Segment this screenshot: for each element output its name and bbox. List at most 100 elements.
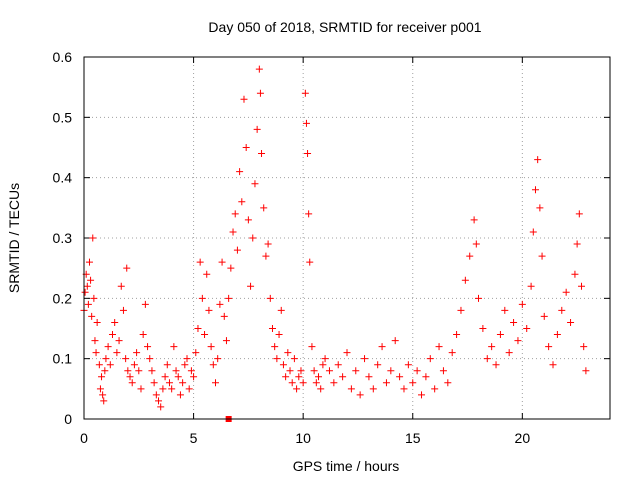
data-point: [122, 355, 130, 363]
data-points: [80, 65, 590, 411]
data-point: [310, 367, 318, 375]
data-point: [553, 331, 561, 339]
data-point: [448, 349, 456, 357]
data-point: [260, 204, 268, 212]
x-tick-label: 20: [515, 430, 531, 446]
data-point: [185, 385, 193, 393]
data-point: [174, 373, 182, 381]
data-point: [126, 373, 134, 381]
data-point: [244, 216, 252, 224]
data-point: [523, 325, 531, 332]
data-point: [100, 397, 108, 405]
data-point: [575, 210, 583, 218]
data-point: [282, 373, 290, 381]
data-point: [128, 379, 136, 387]
data-point: [483, 355, 491, 363]
data-point: [435, 343, 443, 351]
data-point: [205, 306, 213, 314]
data-point: [264, 240, 272, 248]
data-point: [87, 276, 95, 284]
data-point: [229, 228, 237, 236]
data-point: [527, 282, 535, 290]
data-point: [571, 270, 579, 278]
data-point: [212, 379, 219, 387]
data-point: [501, 306, 509, 314]
data-point: [92, 349, 100, 357]
data-point: [181, 361, 189, 369]
data-point: [123, 264, 131, 272]
data-point: [418, 391, 426, 399]
data-point: [578, 282, 586, 290]
x-tick-label: 5: [190, 430, 198, 446]
data-point: [214, 355, 222, 363]
data-point: [161, 373, 169, 381]
data-point: [305, 210, 313, 218]
data-point: [531, 186, 539, 194]
data-point: [170, 343, 178, 351]
data-point: [95, 361, 103, 369]
data-point: [157, 403, 165, 411]
data-point: [139, 331, 147, 339]
data-point: [201, 331, 209, 339]
y-tick-label: 0.6: [53, 49, 73, 65]
data-point: [396, 373, 404, 381]
data-point: [119, 306, 127, 314]
data-point: [308, 343, 316, 351]
data-point: [567, 318, 575, 326]
data-point: [84, 300, 92, 308]
data-point: [339, 373, 347, 381]
y-tick-label: 0.1: [53, 351, 73, 367]
data-point: [130, 361, 138, 369]
data-point: [312, 379, 320, 387]
data-point: [431, 385, 439, 393]
data-point: [198, 294, 206, 302]
tick-marks: [83, 56, 610, 420]
data-point: [470, 216, 478, 224]
data-point: [439, 367, 447, 375]
data-point: [518, 300, 526, 308]
data-point: [284, 349, 292, 357]
data-point: [466, 252, 474, 260]
data-point: [299, 379, 307, 387]
data-point: [196, 258, 204, 266]
data-point: [540, 312, 548, 320]
data-point: [444, 379, 452, 387]
data-point: [83, 282, 91, 290]
data-point: [288, 379, 296, 387]
data-point: [81, 288, 89, 296]
data-point: [233, 246, 241, 254]
tick-labels: 0 0.1 0.2 0.3 0.4 0.5 0.6 0 5 10 15 20: [53, 49, 531, 446]
data-point: [301, 89, 309, 97]
data-point: [148, 367, 156, 375]
data-point: [251, 180, 259, 188]
y-tick-label: 0: [64, 411, 72, 427]
data-point: [104, 343, 112, 351]
data-point: [101, 367, 109, 375]
data-point: [505, 349, 513, 357]
data-point: [330, 379, 338, 387]
data-point: [453, 331, 461, 339]
data-point: [293, 385, 301, 393]
data-point: [93, 318, 101, 326]
data-point: [400, 385, 408, 393]
data-point: [391, 337, 399, 345]
data-point: [98, 373, 106, 381]
data-point: [479, 325, 487, 332]
data-point: [165, 379, 173, 387]
data-point: [374, 361, 382, 369]
data-point: [343, 349, 351, 357]
data-point: [135, 367, 143, 375]
data-point: [382, 379, 390, 387]
data-point: [319, 361, 327, 369]
y-tick-label: 0.3: [53, 230, 73, 246]
data-point: [266, 294, 274, 302]
data-point: [155, 397, 163, 405]
x-axis-label: GPS time / hours: [293, 458, 400, 474]
data-point: [99, 391, 107, 399]
data-point: [545, 343, 553, 351]
data-point: [231, 210, 239, 218]
plot-frame: [83, 56, 611, 420]
data-point: [302, 119, 310, 127]
data-point: [496, 331, 504, 339]
data-point: [352, 367, 360, 375]
